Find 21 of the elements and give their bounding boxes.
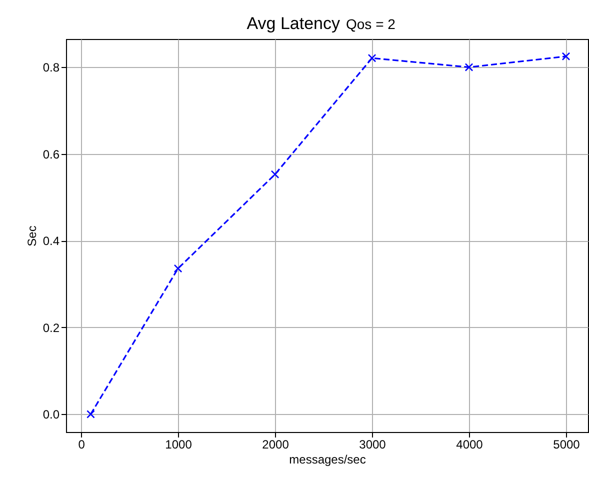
point (174, 264, 182, 273)
chart-title: Avg Latency (246, 14, 340, 33)
chart-subtitle: Qos = 2 (346, 16, 396, 32)
x-tick-label: 5000 (553, 438, 580, 452)
x-tick-label: 3000 (359, 438, 386, 452)
y-tick-label: 0.0 (42, 408, 60, 422)
x-axis-title: messages/sec (289, 452, 366, 466)
point (86, 410, 95, 418)
y-tick-label: 0.6 (42, 147, 60, 162)
x-tick-label: 2000 (262, 438, 290, 452)
y-axis-title: Sec (24, 226, 39, 246)
point (562, 52, 570, 61)
y-tick-label: 0.4 (42, 234, 60, 248)
point (270, 170, 280, 179)
x-tick-label: 0 (78, 438, 86, 452)
point (464, 63, 474, 72)
y-tick-label: 0.8 (42, 60, 60, 75)
x-tick-label: 4000 (456, 438, 484, 452)
point (368, 54, 376, 62)
y-tick-label: 0.2 (42, 320, 60, 335)
x-tick-label: 1000 (165, 438, 192, 452)
